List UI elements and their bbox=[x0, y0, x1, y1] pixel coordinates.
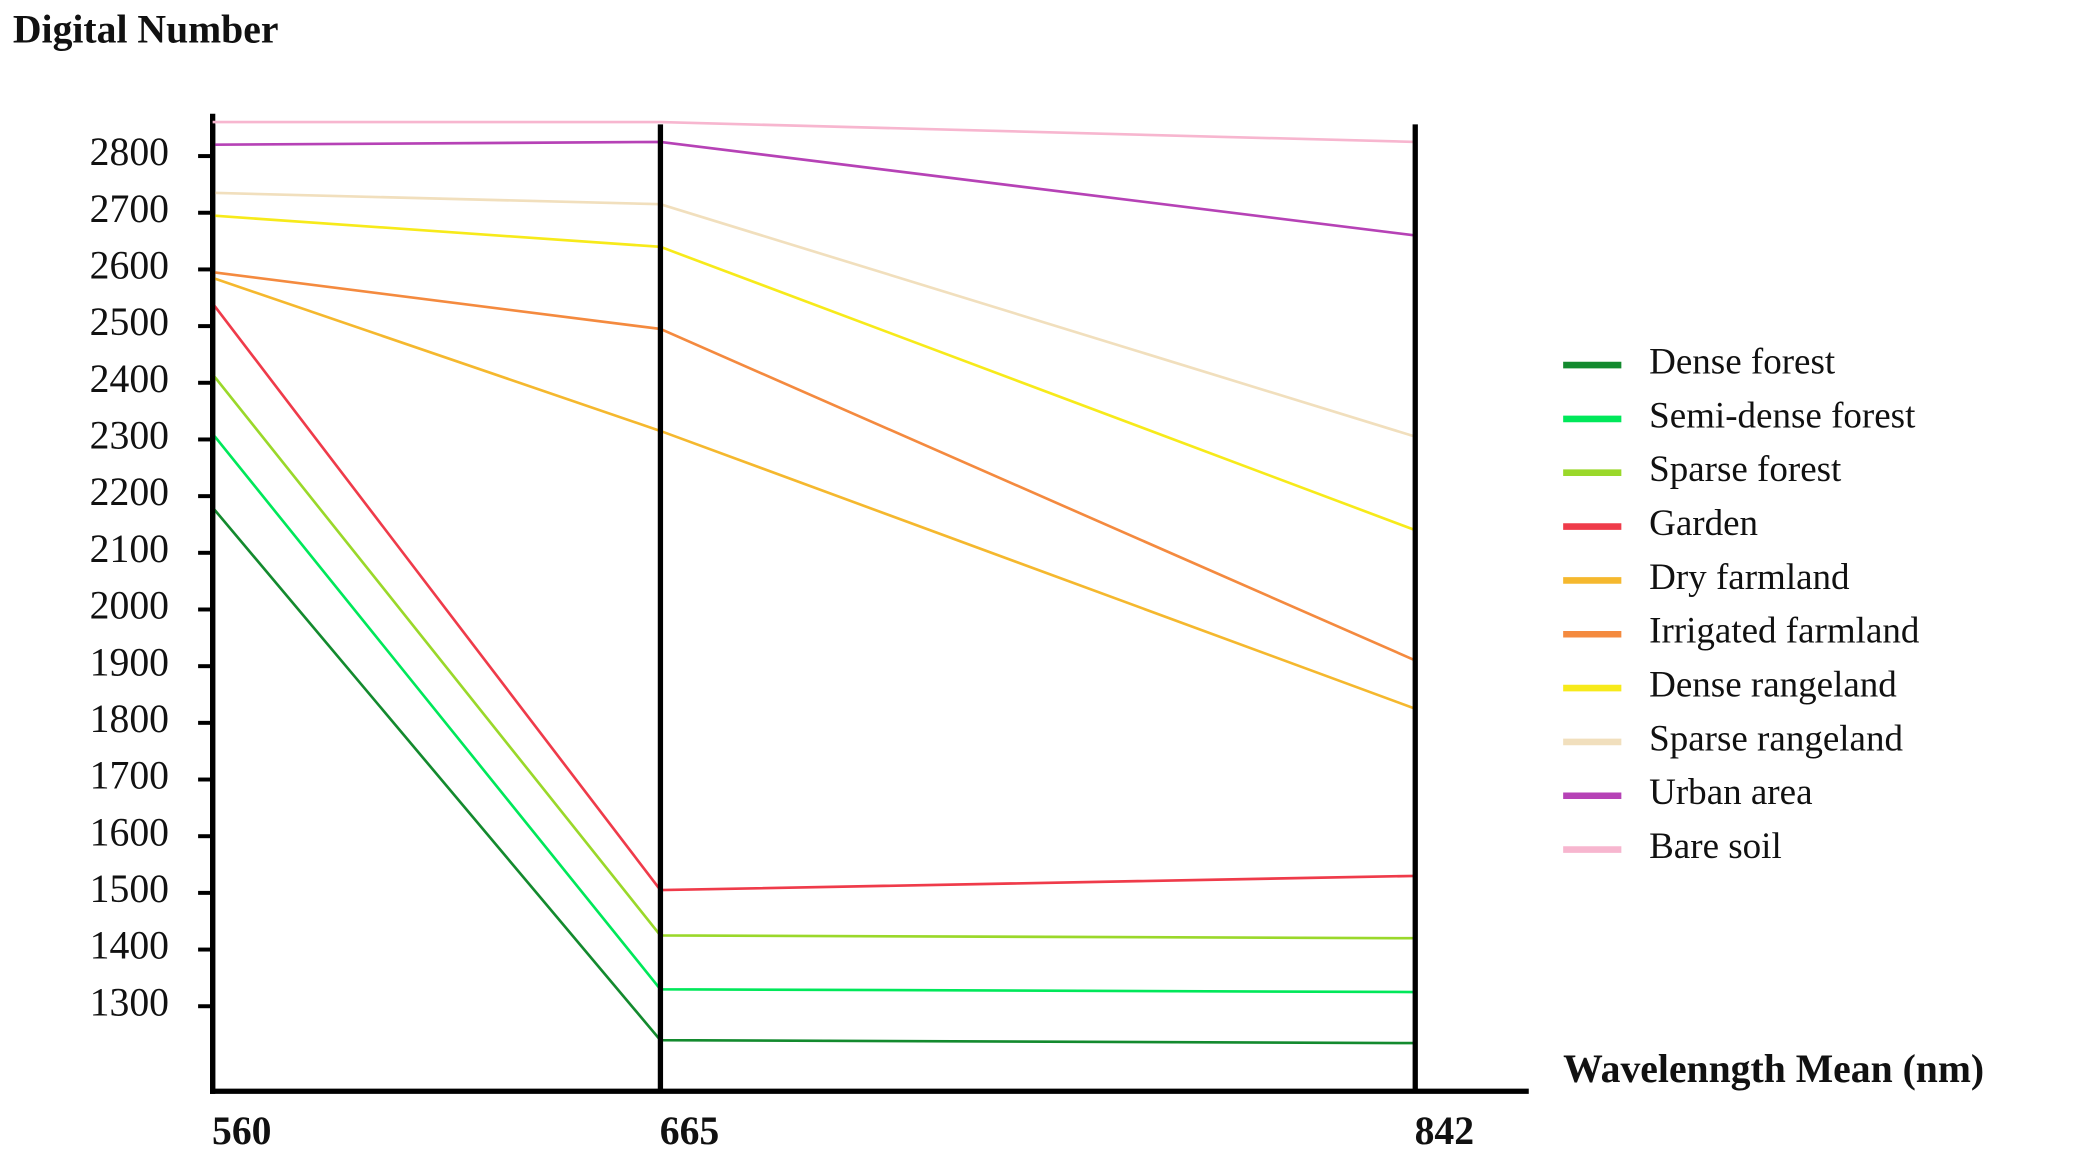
series-line bbox=[212, 140, 1416, 237]
y-tick-label: 1500 bbox=[90, 867, 169, 911]
legend-label: Semi-dense forest bbox=[1649, 395, 1916, 436]
y-axis-title: Digital Number bbox=[13, 7, 279, 51]
legend-label: Urban area bbox=[1649, 772, 1812, 813]
legend-label: Dense forest bbox=[1649, 342, 1836, 383]
legend-label: Sparse rangeland bbox=[1649, 718, 1903, 759]
y-tick-label: 1600 bbox=[90, 810, 169, 854]
y-tick-label: 2800 bbox=[90, 130, 169, 174]
y-tick-label: 1700 bbox=[90, 754, 169, 798]
legend-label: Garden bbox=[1649, 503, 1758, 544]
series-line bbox=[211, 506, 1416, 1045]
series-line bbox=[212, 120, 1416, 144]
legend-label: Irrigated farmland bbox=[1649, 611, 1920, 652]
series-line bbox=[212, 276, 1416, 710]
y-tick-label: 1900 bbox=[90, 640, 169, 684]
legend-label: Dense rangeland bbox=[1649, 665, 1897, 706]
series-line bbox=[212, 214, 1416, 532]
x-axis-title: Wavelenngth Mean (nm) bbox=[1563, 1047, 1984, 1091]
y-tick-label: 2500 bbox=[90, 300, 169, 344]
x-tick-label: 842 bbox=[1415, 1109, 1475, 1153]
legend-label: Dry farmland bbox=[1649, 557, 1850, 598]
y-tick-label: 2100 bbox=[90, 527, 169, 571]
y-tick-label: 2400 bbox=[90, 357, 169, 401]
x-tick-label: 665 bbox=[660, 1109, 720, 1153]
y-tick-label: 2000 bbox=[90, 584, 169, 628]
x-tick-label: 560 bbox=[212, 1109, 272, 1153]
y-tick-label: 2300 bbox=[90, 414, 169, 458]
legend-label: Bare soil bbox=[1649, 826, 1782, 867]
series-line bbox=[211, 433, 1416, 994]
legend-label: Sparse forest bbox=[1649, 449, 1842, 490]
y-tick-label: 1400 bbox=[90, 924, 169, 968]
series-line bbox=[211, 302, 1416, 892]
y-tick-label: 2600 bbox=[90, 244, 169, 288]
y-tick-label: 2200 bbox=[90, 470, 169, 514]
y-tick-label: 2700 bbox=[90, 187, 169, 231]
y-tick-label: 1300 bbox=[90, 980, 169, 1024]
y-tick-label: 1800 bbox=[90, 697, 169, 741]
